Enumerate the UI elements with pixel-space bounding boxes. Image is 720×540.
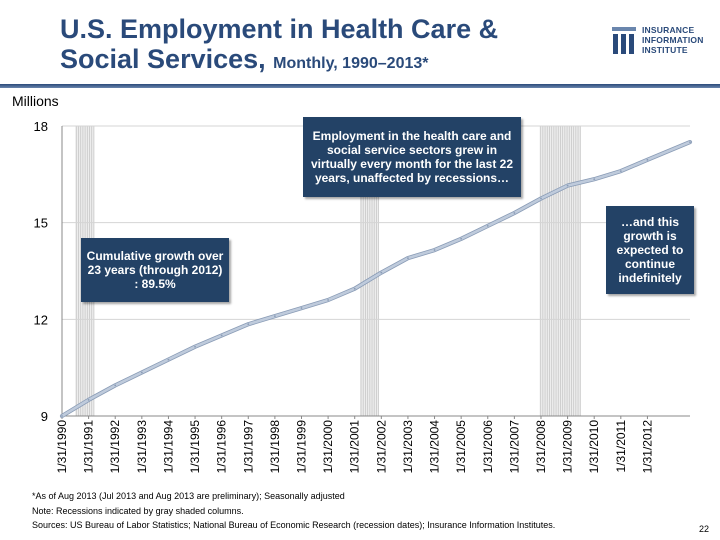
- x-tick-label-12: 1/31/2002: [374, 420, 388, 474]
- x-tick-labels: 1/31/1990 1/31/1991 1/31/1992 1/31/1993 1/31…: [55, 416, 654, 473]
- series-point: [273, 315, 276, 318]
- logo-line-2: INFORMATION: [642, 35, 704, 45]
- y-tick-label-9: 9: [41, 409, 48, 424]
- footnotes: *As of Aug 2013 (Jul 2013 and Aug 2013 a…: [32, 489, 555, 533]
- series-point: [646, 158, 649, 161]
- x-tick-label-21: 1/31/2011: [614, 420, 628, 473]
- recession-columns: [75, 126, 581, 416]
- x-tick-label-11: 1/31/2001: [348, 420, 362, 474]
- series-point: [140, 371, 143, 374]
- series-point: [540, 197, 542, 200]
- callout-expected-growth: …and this growth is expected to continue…: [606, 206, 694, 294]
- x-tick-label-22: 1/31/2012: [640, 420, 654, 474]
- x-tick-label-2: 1/31/1992: [108, 420, 122, 474]
- x-tick-label-16: 1/31/2006: [481, 420, 495, 474]
- series-point: [460, 237, 463, 240]
- series-point: [689, 141, 691, 144]
- series-point: [566, 184, 569, 187]
- x-tick-label-5: 1/31/1995: [188, 420, 202, 474]
- x-tick-label-13: 1/31/2003: [401, 420, 415, 474]
- x-tick-label-0: 1/31/1990: [55, 420, 69, 474]
- x-tick-label-15: 1/31/2005: [454, 420, 468, 474]
- title-subtitle: Monthly, 1990–2013*: [273, 55, 429, 72]
- series-point: [380, 271, 383, 274]
- series-point: [300, 307, 303, 309]
- x-tick-label-10: 1/31/2000: [321, 420, 335, 474]
- units-label: Millions: [12, 93, 59, 109]
- series-point: [114, 384, 117, 387]
- page-number: 22: [699, 524, 710, 534]
- callout-growth-text: Employment in the health care and social…: [310, 129, 514, 185]
- x-tick-label-17: 1/31/2007: [507, 420, 521, 474]
- series-point: [327, 299, 330, 301]
- footnote-preliminary: *As of Aug 2013 (Jul 2013 and Aug 2013 a…: [32, 491, 345, 501]
- footnote-sources: Sources: US Bureau of Labor Statistics; …: [32, 520, 556, 530]
- series-line-0: [60, 140, 692, 418]
- x-tick-label-1: 1/31/1991: [82, 420, 96, 474]
- axes: [61, 126, 690, 417]
- series-point: [593, 178, 596, 181]
- y-tick-label-15: 15: [34, 216, 48, 231]
- series-point: [619, 170, 622, 173]
- x-tick-label-14: 1/31/2004: [428, 420, 442, 474]
- page-title: U.S. Employment in Health Care & Social S…: [60, 14, 498, 79]
- x-tick-label-4: 1/31/1994: [161, 420, 175, 474]
- logo-mark-icon: [612, 27, 636, 54]
- series-point: [433, 249, 436, 251]
- callout-expected-text: …and this growth is expected to continue…: [616, 215, 684, 285]
- x-tick-label-6: 1/31/1996: [215, 420, 229, 474]
- x-tick-label-18: 1/31/2008: [534, 420, 548, 474]
- series-point: [407, 257, 409, 260]
- x-tick-label-20: 1/31/2010: [587, 420, 601, 474]
- series-point: [513, 212, 516, 214]
- x-tick-label-7: 1/31/1997: [241, 420, 255, 474]
- y-tick-labels: 9 12 15 18: [34, 119, 48, 424]
- x-tick-label-3: 1/31/1993: [135, 420, 149, 474]
- title-line-1: U.S. Employment in Health Care &: [60, 14, 499, 44]
- x-tick-label-19: 1/31/2009: [561, 420, 575, 474]
- series-point: [247, 323, 250, 326]
- series-point: [61, 415, 63, 417]
- callout-cumulative-text: Cumulative growth over 23 years (through…: [86, 249, 224, 291]
- title-line-2: Social Services,: [60, 44, 266, 74]
- series-point: [353, 287, 356, 290]
- series-point: [87, 398, 90, 401]
- callout-growth: Employment in the health care and social…: [303, 117, 521, 197]
- series-point: [167, 358, 170, 361]
- footnote-recessions: Note: Recessions indicated by gray shade…: [32, 505, 244, 516]
- series-point: [194, 345, 196, 348]
- series-lines: [59, 140, 693, 419]
- iii-logo: INSURANCE INFORMATION INSTITUTE: [612, 24, 712, 60]
- y-tick-label-18: 18: [34, 119, 48, 134]
- series-point: [486, 224, 489, 227]
- y-tick-label-12: 12: [34, 312, 48, 327]
- x-tick-label-8: 1/31/1998: [268, 420, 282, 474]
- series-point: [220, 334, 223, 337]
- callout-cumulative-growth: Cumulative growth over 23 years (through…: [81, 238, 229, 302]
- x-tick-label-9: 1/31/1999: [294, 420, 308, 474]
- logo-line-1: INSURANCE: [642, 25, 695, 35]
- header-rule: [0, 84, 720, 88]
- logo-line-3: INSTITUTE: [642, 45, 688, 55]
